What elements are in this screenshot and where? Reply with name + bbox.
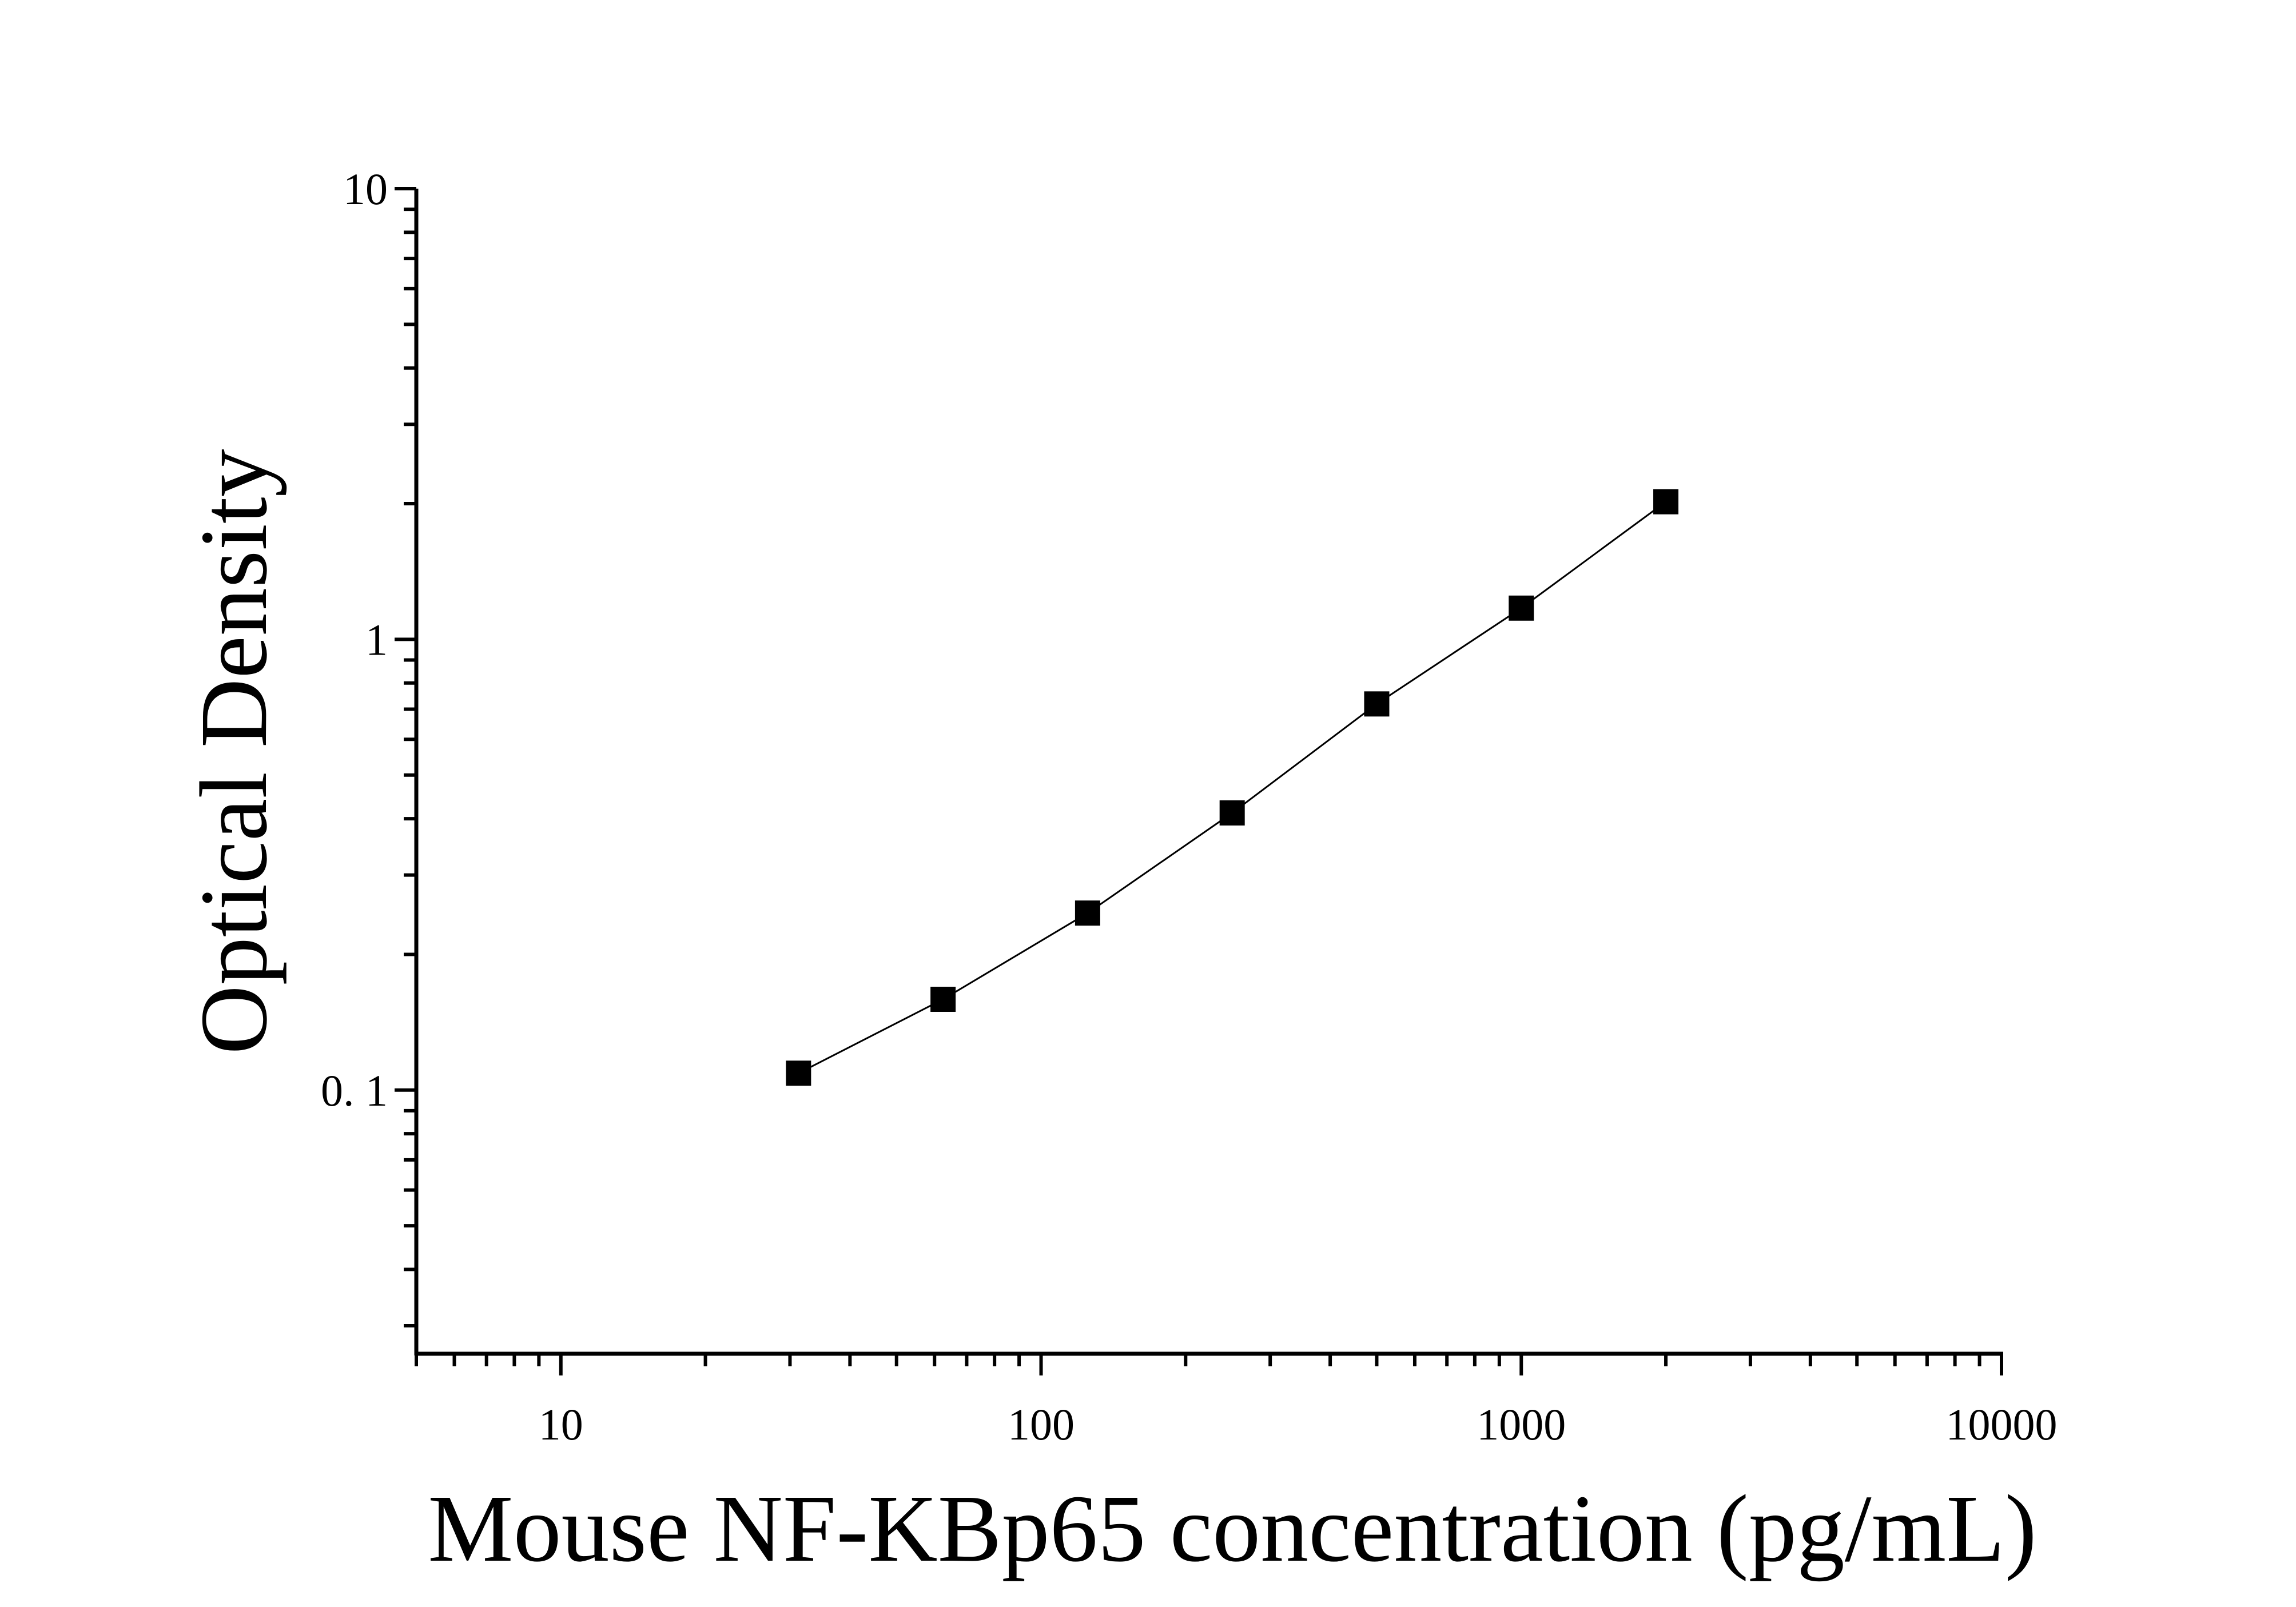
x-tick-label: 10: [539, 1399, 583, 1449]
x-tick-label: 1000: [1477, 1399, 1566, 1449]
data-series: [786, 489, 1679, 1086]
data-point-marker: [1075, 900, 1100, 926]
data-point-marker: [930, 986, 956, 1012]
y-tick-label: 1: [365, 615, 388, 664]
data-point-marker: [1509, 595, 1534, 621]
y-tick-label: 10: [343, 164, 388, 214]
x-tick-label: 100: [1008, 1399, 1075, 1449]
data-point-marker: [786, 1060, 811, 1086]
data-point-marker: [1219, 800, 1245, 826]
axis-ticks: [395, 187, 2003, 1375]
axes: [414, 189, 2003, 1356]
fit-curve-line: [798, 501, 1666, 1074]
y-tick-label: 0. 1: [321, 1066, 388, 1115]
x-tick-label: 10000: [1946, 1399, 2058, 1449]
x-axis-title: Mouse NF-KBp65 concentration (pg/mL): [428, 1476, 2037, 1582]
y-axis-title: Optical Density: [181, 449, 287, 1054]
tick-labels: 10 100 1000 10000 0. 1 1 10: [321, 164, 2058, 1449]
data-point-marker: [1653, 489, 1679, 515]
data-point-marker: [1364, 691, 1390, 717]
